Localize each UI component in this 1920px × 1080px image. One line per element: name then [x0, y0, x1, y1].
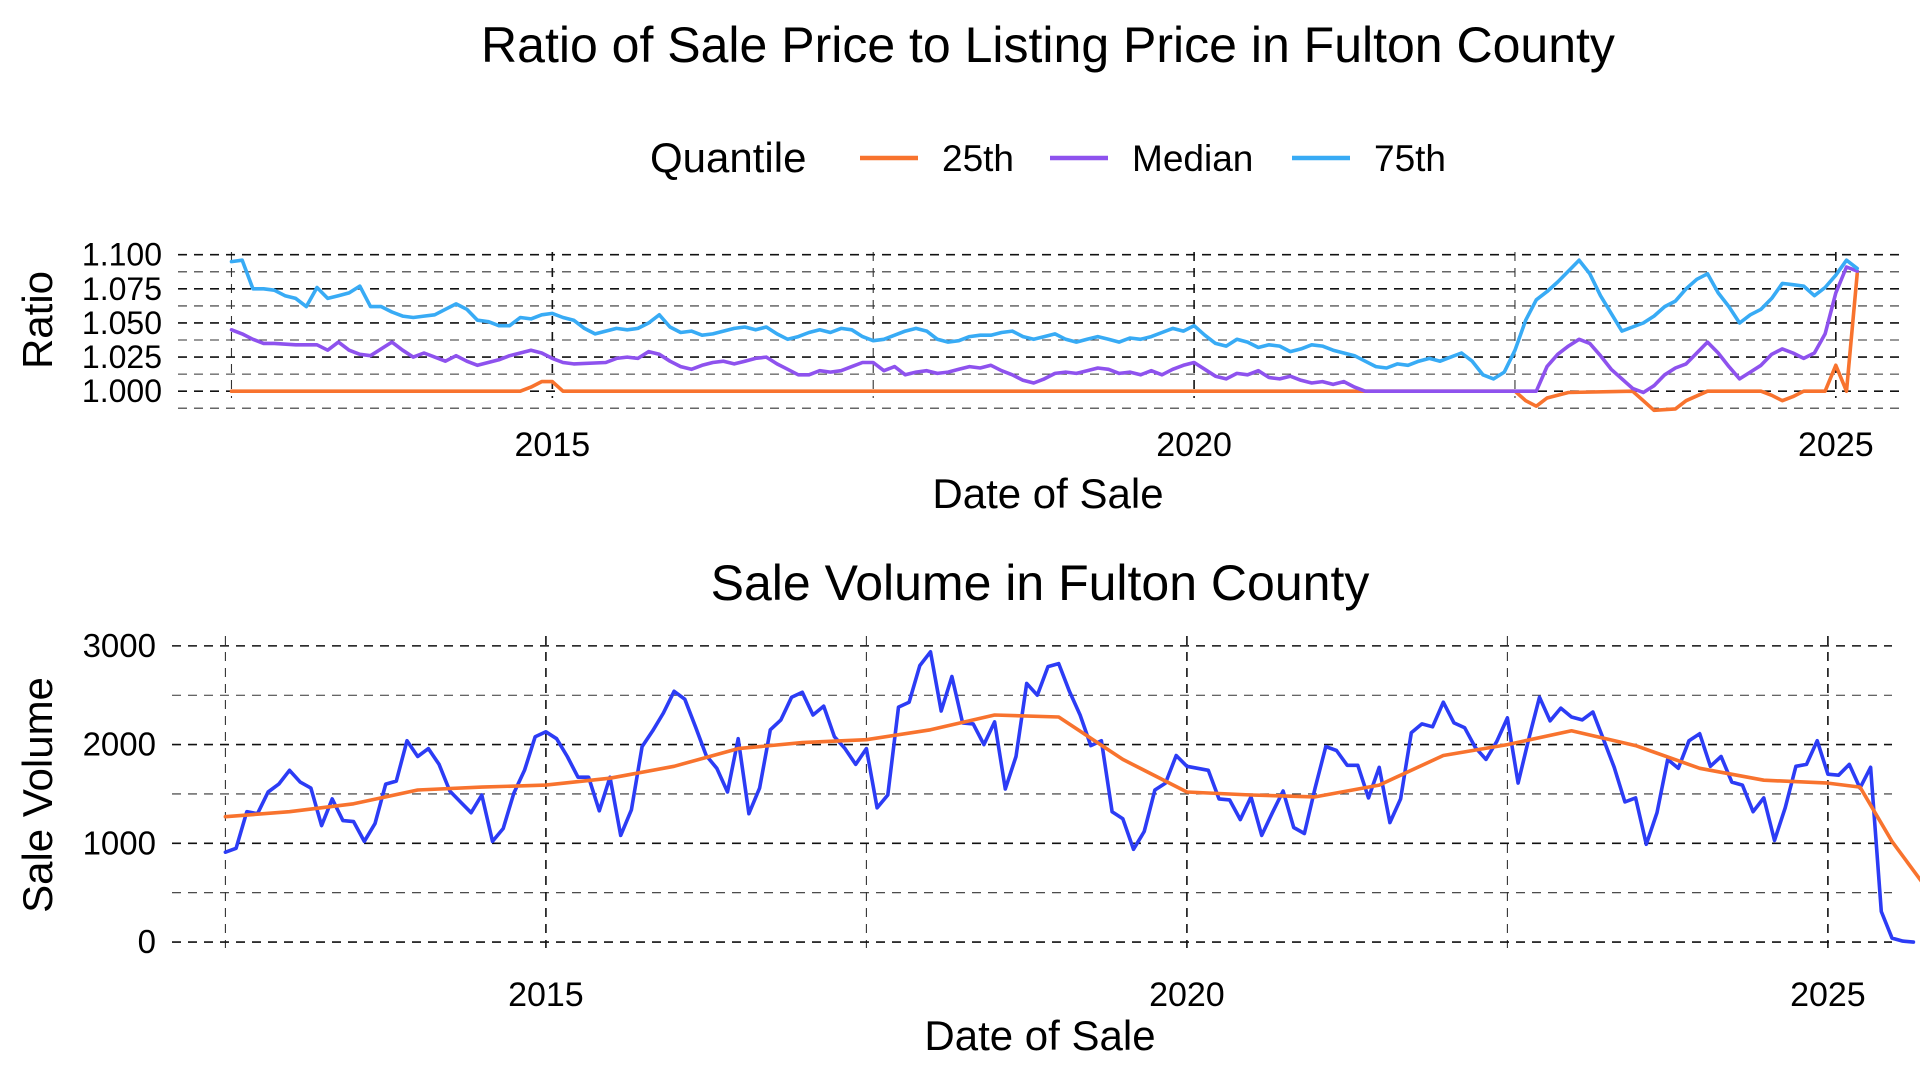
ratio-series-75th-line — [229, 258, 1859, 381]
ratio-series-median-line — [229, 265, 1859, 395]
ratio-x-tick-label: 2015 — [515, 426, 591, 464]
ratio-x-tick-label: 2025 — [1798, 426, 1874, 464]
volume-y-tick-label: 2000 — [83, 726, 156, 763]
volume-x-tick-label: 2020 — [1149, 976, 1225, 1014]
volume-y-tick-label: 1000 — [83, 824, 156, 861]
volume-series-volume-line — [223, 650, 1916, 944]
ratio-y-tick-label: 1.025 — [82, 339, 162, 375]
legend-item-median: Median — [1050, 138, 1253, 179]
legend-label-25th: 25th — [942, 138, 1014, 179]
ratio-y-tick-label: 1.075 — [82, 271, 162, 307]
legend: Quantile 25th Median 75th — [650, 134, 1446, 181]
ratio-x-axis-label: Date of Sale — [932, 470, 1163, 517]
legend-item-75th: 75th — [1292, 138, 1446, 179]
ratio-y-axis-label: Ratio — [14, 271, 61, 369]
legend-label-75th: 75th — [1374, 138, 1446, 179]
volume-y-tick-label: 3000 — [83, 627, 156, 664]
chart-title-ratio: Ratio of Sale Price to Listing Price in … — [481, 17, 1615, 73]
ratio-y-tick-label: 1.050 — [82, 305, 162, 341]
ratio-series-25th-line — [229, 272, 1859, 413]
ratio-x-tick-label: 2020 — [1156, 426, 1232, 464]
volume-series-trend-line — [223, 713, 1920, 883]
legend-title: Quantile — [650, 134, 806, 181]
ratio-y-tick-label: 1.100 — [82, 237, 162, 273]
ratio-y-tick-label: 1.000 — [82, 373, 162, 409]
legend-label-median: Median — [1132, 138, 1253, 179]
volume-panel: 2015 2020 2025 0 1000 2000 3000 — [83, 627, 1920, 1014]
volume-x-tick-label: 2015 — [508, 976, 584, 1014]
chart-title-volume: Sale Volume in Fulton County — [711, 555, 1370, 611]
volume-y-tick-label: 0 — [138, 923, 156, 960]
volume-x-tick-label: 2025 — [1790, 976, 1866, 1014]
legend-item-25th: 25th — [860, 138, 1014, 179]
volume-x-axis-label: Date of Sale — [924, 1012, 1155, 1059]
volume-y-axis-label: Sale Volume — [14, 677, 61, 913]
